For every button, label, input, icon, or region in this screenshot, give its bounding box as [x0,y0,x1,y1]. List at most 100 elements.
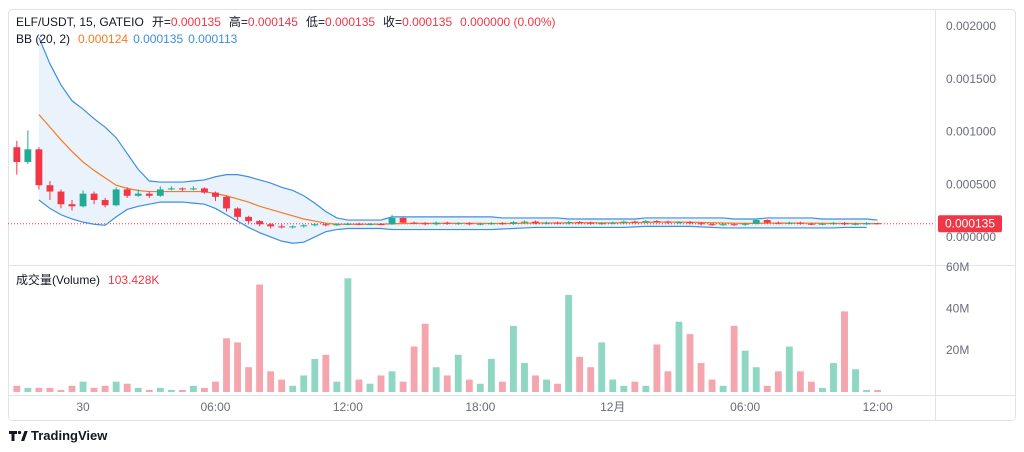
volume-bar [101,385,109,392]
candle-body [278,226,286,228]
volume-bar [863,389,870,392]
candle-body [543,222,550,224]
volume-bar [234,342,241,392]
candle-body [123,189,131,196]
candle-body [421,223,429,225]
candle-body [101,199,109,206]
candle-body [697,223,705,225]
candle-body [145,193,153,196]
x-tick-label: 12月 [600,400,625,414]
volume-bar [134,387,142,392]
candle-body [841,223,848,225]
volume-bar [554,383,561,392]
volume-bar [841,311,848,392]
volume-bar [421,323,429,392]
change: 0.000000 (0.00%) [460,15,555,29]
volume-bar [465,379,473,392]
volume-bar [543,379,550,392]
volume-tick-label: 40M [946,302,969,316]
x-tick-label: 12:00 [863,400,893,414]
ohlc-value: 0.000135 [325,15,375,29]
y-tick-label: 0.001500 [946,72,996,86]
candle-body [785,222,793,224]
candle-body [156,189,164,196]
volume-bar [79,381,87,392]
volume-bar [498,381,506,392]
candle-body [344,223,352,225]
candle-body [167,188,175,190]
volume-bar [90,387,98,392]
candle-body [90,193,98,200]
y-tick-label: 0.002000 [946,19,996,33]
volume-bar [785,346,793,392]
volume-bar [212,381,219,392]
ohlc-value: 0.000135 [402,15,452,29]
volume-bar [35,387,43,392]
volume-bar [708,379,716,392]
volume-bar [311,358,319,392]
candle-body [267,224,275,227]
volume-bar [24,387,32,392]
volume-bar [763,385,771,392]
volume-bar [112,381,120,392]
candle-body [410,222,418,224]
volume-bar [13,385,21,392]
candle-body [377,224,385,226]
volume-bar [675,321,683,392]
candle-body [465,223,473,225]
volume-bar [642,385,650,392]
last-price-label: 0.000135 [945,216,995,230]
candle-body [256,221,264,225]
candle-body [653,221,661,223]
x-tick-label: 30 [76,400,90,414]
ohlc-label: 低= [306,15,325,29]
volume-bar [432,367,440,392]
ohlc-value: 0.000135 [171,15,221,29]
volume-bar [145,389,153,392]
volume-bar [631,381,639,392]
candle-body [212,192,219,197]
candle-body [24,149,32,162]
candle-body [388,217,396,225]
volume-bar [476,383,484,392]
volume-bar [730,325,738,392]
volume-value: 103.428K [108,273,159,287]
candle-body [487,223,495,225]
volume-bar [410,346,418,392]
candle-body [852,223,859,225]
candle-body [752,220,760,224]
bb-value: 0.000135 [133,32,183,46]
candle-body [620,221,628,223]
candle-body [57,191,65,205]
volume-bar [156,387,164,392]
x-tick-label: 12:00 [333,400,363,414]
volume-bar [322,354,330,392]
volume-bar [201,387,208,392]
candle-body [719,224,727,226]
volume-bar [256,284,264,392]
volume-bar [532,375,539,392]
volume-bar [57,389,65,392]
volume-bar [399,381,407,392]
volume-bar [167,389,175,392]
volume-bar [852,369,859,392]
ohlc-value: 0.000145 [248,15,298,29]
candle-body [554,222,561,224]
candle-body [443,222,451,224]
volume-bar [653,344,661,392]
candle-body [708,224,716,226]
volume-bar [587,367,595,392]
candle-body [223,196,230,209]
volume-bar [598,342,606,392]
volume-label: 成交量(Volume) [16,272,100,287]
x-tick-label: 06:00 [730,400,760,414]
volume-tick-label: 60M [946,260,969,274]
volume-bar [620,385,628,392]
volume-bar [123,383,131,392]
volume-bar [178,389,186,392]
volume-bar [807,381,815,392]
candle-body [35,149,43,186]
ohlc-label: 开= [152,15,171,29]
brand-logo [9,430,28,441]
candle-body [763,220,771,223]
